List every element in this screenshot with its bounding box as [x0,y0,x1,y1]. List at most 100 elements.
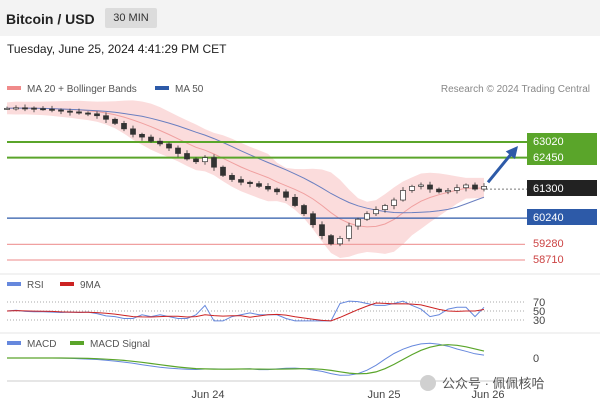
candle-body [4,107,10,110]
candle-body [463,184,469,189]
wechat-icon [420,375,436,391]
legend-swatch-ma50 [155,86,169,90]
tag-61300: 61300 [533,183,564,195]
legend-swatch-macd-signal [70,341,84,345]
forecast-arrow-head [505,146,518,160]
x-tick-jun25: Jun 25 [367,389,400,401]
macd-tick-0: 0 [533,353,539,365]
candle-body [382,205,388,210]
rsi-tick-70: 70 [533,297,545,309]
candle-body [373,209,379,215]
candle-body [31,107,37,110]
candle-body [103,115,109,120]
candle-body [139,133,145,138]
candle-body [319,224,325,236]
legend-swatch-9ma [60,282,74,286]
tag-62450: 62450 [533,152,564,164]
candlestick-series [4,104,487,247]
ma50-line [6,107,485,214]
top-bar [0,0,600,36]
bollinger-band [7,100,484,259]
candle-body [256,183,262,187]
candle-body [112,118,118,124]
candle-body [400,190,406,201]
tag-60240: 60240 [533,212,564,224]
candle-body [274,188,280,193]
candle-body [346,225,352,239]
legend-swatch-ma20 [7,86,21,90]
candle-body [436,188,442,193]
candle-body [49,108,55,111]
legend-swatch-rsi [7,282,21,286]
candle-body [94,113,100,117]
candle-body [229,175,235,180]
tag-bg-61300 [527,180,597,196]
rsi-tick-30: 30 [533,315,545,327]
candle-body [472,184,478,190]
tag-bg-60240 [527,209,597,225]
candle-body [301,205,307,215]
legend-label-macd-signal: MACD Signal [90,339,150,350]
legend-swatch-macd [7,341,21,345]
candle-body [148,136,154,142]
instrument-title: Bitcoin / USD [6,11,95,27]
legend-label-9ma: 9MA [80,280,101,291]
candle-body [481,186,487,190]
candle-body [85,112,91,115]
legend-label-rsi: RSI [27,280,44,291]
candle-body [40,108,46,111]
candle-body [283,191,289,198]
x-tick-jun24: Jun 24 [191,389,224,401]
candle-body [22,107,28,110]
rsi-tick-50: 50 [533,306,545,318]
tag-63020: 63020 [533,136,564,148]
candle-body [220,166,226,176]
candle-body [391,199,397,206]
legend-label-ma50: MA 50 [175,84,204,95]
candle-body [247,181,253,184]
legend-label-macd: MACD [27,339,56,350]
candle-body [211,157,217,168]
candle-body [238,179,244,183]
macd-line [7,342,485,376]
candle-body [76,111,82,114]
candle-body [337,238,343,245]
candle-body [409,186,415,191]
tag-bg-63020 [527,133,597,149]
candle-body [265,186,271,190]
credit-text: Research © 2024 Trading Central [441,84,590,95]
candle-body [193,158,199,163]
rsi-9ma-line [6,302,485,322]
macd-signal-line [7,344,485,375]
candle-body [445,190,451,193]
x-tick-jun26: Jun 26 [471,389,504,401]
candle-body [130,128,136,135]
tag-59280: 59280 [533,238,564,250]
candle-body [202,157,208,163]
tag-58710: 58710 [533,254,564,266]
candle-body [13,107,19,110]
forecast-arrow [486,152,514,184]
candle-body [58,109,64,112]
candle-body [175,147,181,154]
candle-body [67,110,73,113]
candle-body [418,184,424,187]
watermark-text: 公众号 · 佩佩核哈 [442,376,545,391]
candle-body [166,143,172,149]
candle-body [292,196,298,206]
candle-body [364,213,370,220]
candle-body [328,235,334,245]
candle-body [121,123,127,130]
candle-body [310,213,316,226]
legend-label-ma20: MA 20 + Bollinger Bands [27,84,137,95]
candle-body [454,187,460,191]
candle-body [184,153,190,160]
candle-body [427,184,433,190]
candle-body [355,218,361,227]
timeframe-badge[interactable]: 30 MIN [105,8,157,28]
level-tags: 63020 62450 61300 60240 59280 58710 [527,133,597,266]
chart-datetime: Tuesday, June 25, 2024 4:41:29 PM CET [7,42,227,56]
candle-body [157,140,163,145]
tag-bg-62450 [527,149,597,165]
